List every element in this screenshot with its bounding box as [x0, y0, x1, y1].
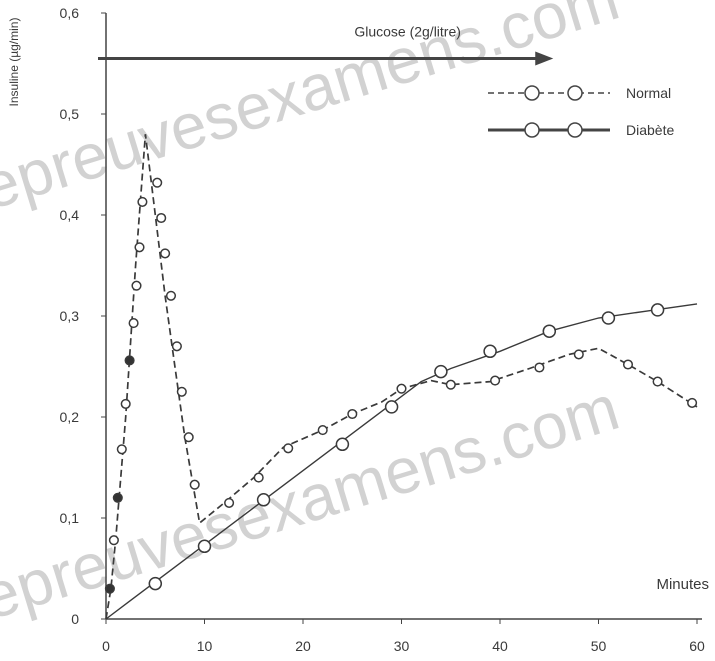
normal-marker: [104, 583, 115, 594]
series-diabete: [105, 303, 698, 620]
legend-label: Diabète: [626, 122, 674, 138]
normal-marker: [134, 242, 145, 253]
normal-marker: [120, 398, 131, 409]
normal-marker: [687, 397, 698, 408]
diabete-marker: [601, 311, 616, 325]
normal-marker: [652, 376, 663, 387]
x-tick-label: 0: [102, 638, 110, 654]
normal-marker: [347, 408, 358, 420]
y-tick-label: 0: [71, 611, 79, 627]
normal-marker: [396, 383, 407, 394]
normal-marker: [445, 379, 456, 390]
normal-marker: [112, 492, 123, 503]
normal-marker: [490, 375, 501, 386]
x-tick-label: 60: [689, 638, 705, 654]
legend-swatch-marker: [567, 85, 583, 101]
normal-marker: [183, 432, 194, 443]
normal-marker: [137, 196, 148, 207]
normal-marker: [622, 359, 634, 370]
normal-marker: [534, 362, 545, 373]
watermark-text-bottom: epreuvesexamens.com: [0, 371, 627, 633]
y-axis-label: Insuline (µg/min): [7, 18, 21, 107]
legend-swatch-marker: [567, 122, 583, 138]
diabete-marker: [384, 400, 399, 414]
y-tick-label: 0,2: [60, 409, 80, 425]
watermark-text-top: epreuvesexamens.com: [0, 0, 627, 223]
normal-marker: [283, 443, 294, 454]
x-tick-label: 20: [295, 638, 311, 654]
axes: 0 10 20 30 40 50 60 0 0,1 0,2 0,3 0,4 0,5 0,6 Glucose …: [60, 5, 705, 654]
y-tick-label: 0,4: [60, 207, 80, 223]
glucose-arrow-head: [535, 51, 554, 66]
diabete-marker: [434, 364, 448, 379]
diabete-line: [105, 303, 698, 620]
series-group: [104, 134, 698, 620]
x-tick-label: 30: [394, 638, 410, 654]
normal-marker: [165, 290, 177, 301]
x-tick-label: 10: [197, 638, 213, 654]
normal-marker: [253, 472, 264, 483]
normal-marker: [171, 341, 182, 352]
y-tick-label: 0,5: [60, 106, 80, 122]
diabete-marker: [148, 576, 163, 591]
normal-marker: [160, 248, 171, 259]
legend-item-normal: Normal: [488, 85, 671, 101]
legend-label: Normal: [626, 85, 671, 101]
x-axis-label: Minutes: [656, 576, 709, 593]
y-tick-label: 0,6: [60, 5, 80, 21]
legend-item-diabete: Diabète: [488, 122, 674, 138]
y-tick-label: 0,1: [60, 510, 80, 526]
diabete-marker: [650, 303, 665, 317]
y-tick-label: 0,3: [60, 308, 80, 324]
legend-swatch-marker: [524, 85, 540, 101]
diabete-marker: [256, 493, 271, 507]
normal-marker: [128, 318, 139, 329]
normal-marker: [176, 386, 187, 397]
normal-marker: [573, 349, 584, 360]
normal-marker: [156, 212, 167, 224]
diabete-marker: [335, 437, 350, 452]
series-normal: [104, 134, 698, 620]
diabete-marker: [542, 324, 557, 338]
diabete-marker: [197, 539, 212, 554]
normal-marker: [152, 177, 163, 188]
normal-marker: [124, 355, 135, 366]
x-tick-label: 40: [492, 638, 508, 654]
normal-marker: [116, 444, 127, 455]
x-tick-label: 50: [591, 638, 607, 654]
normal-marker: [189, 479, 200, 490]
normal-marker: [108, 535, 119, 546]
legend-swatch-marker: [524, 122, 540, 138]
glucose-annotation: Glucose (2g/litre): [354, 23, 461, 39]
legend: Normal Diabète: [488, 85, 674, 138]
normal-marker: [131, 280, 142, 291]
normal-marker: [224, 497, 235, 508]
diabete-marker: [483, 344, 497, 359]
normal-marker: [317, 425, 328, 436]
